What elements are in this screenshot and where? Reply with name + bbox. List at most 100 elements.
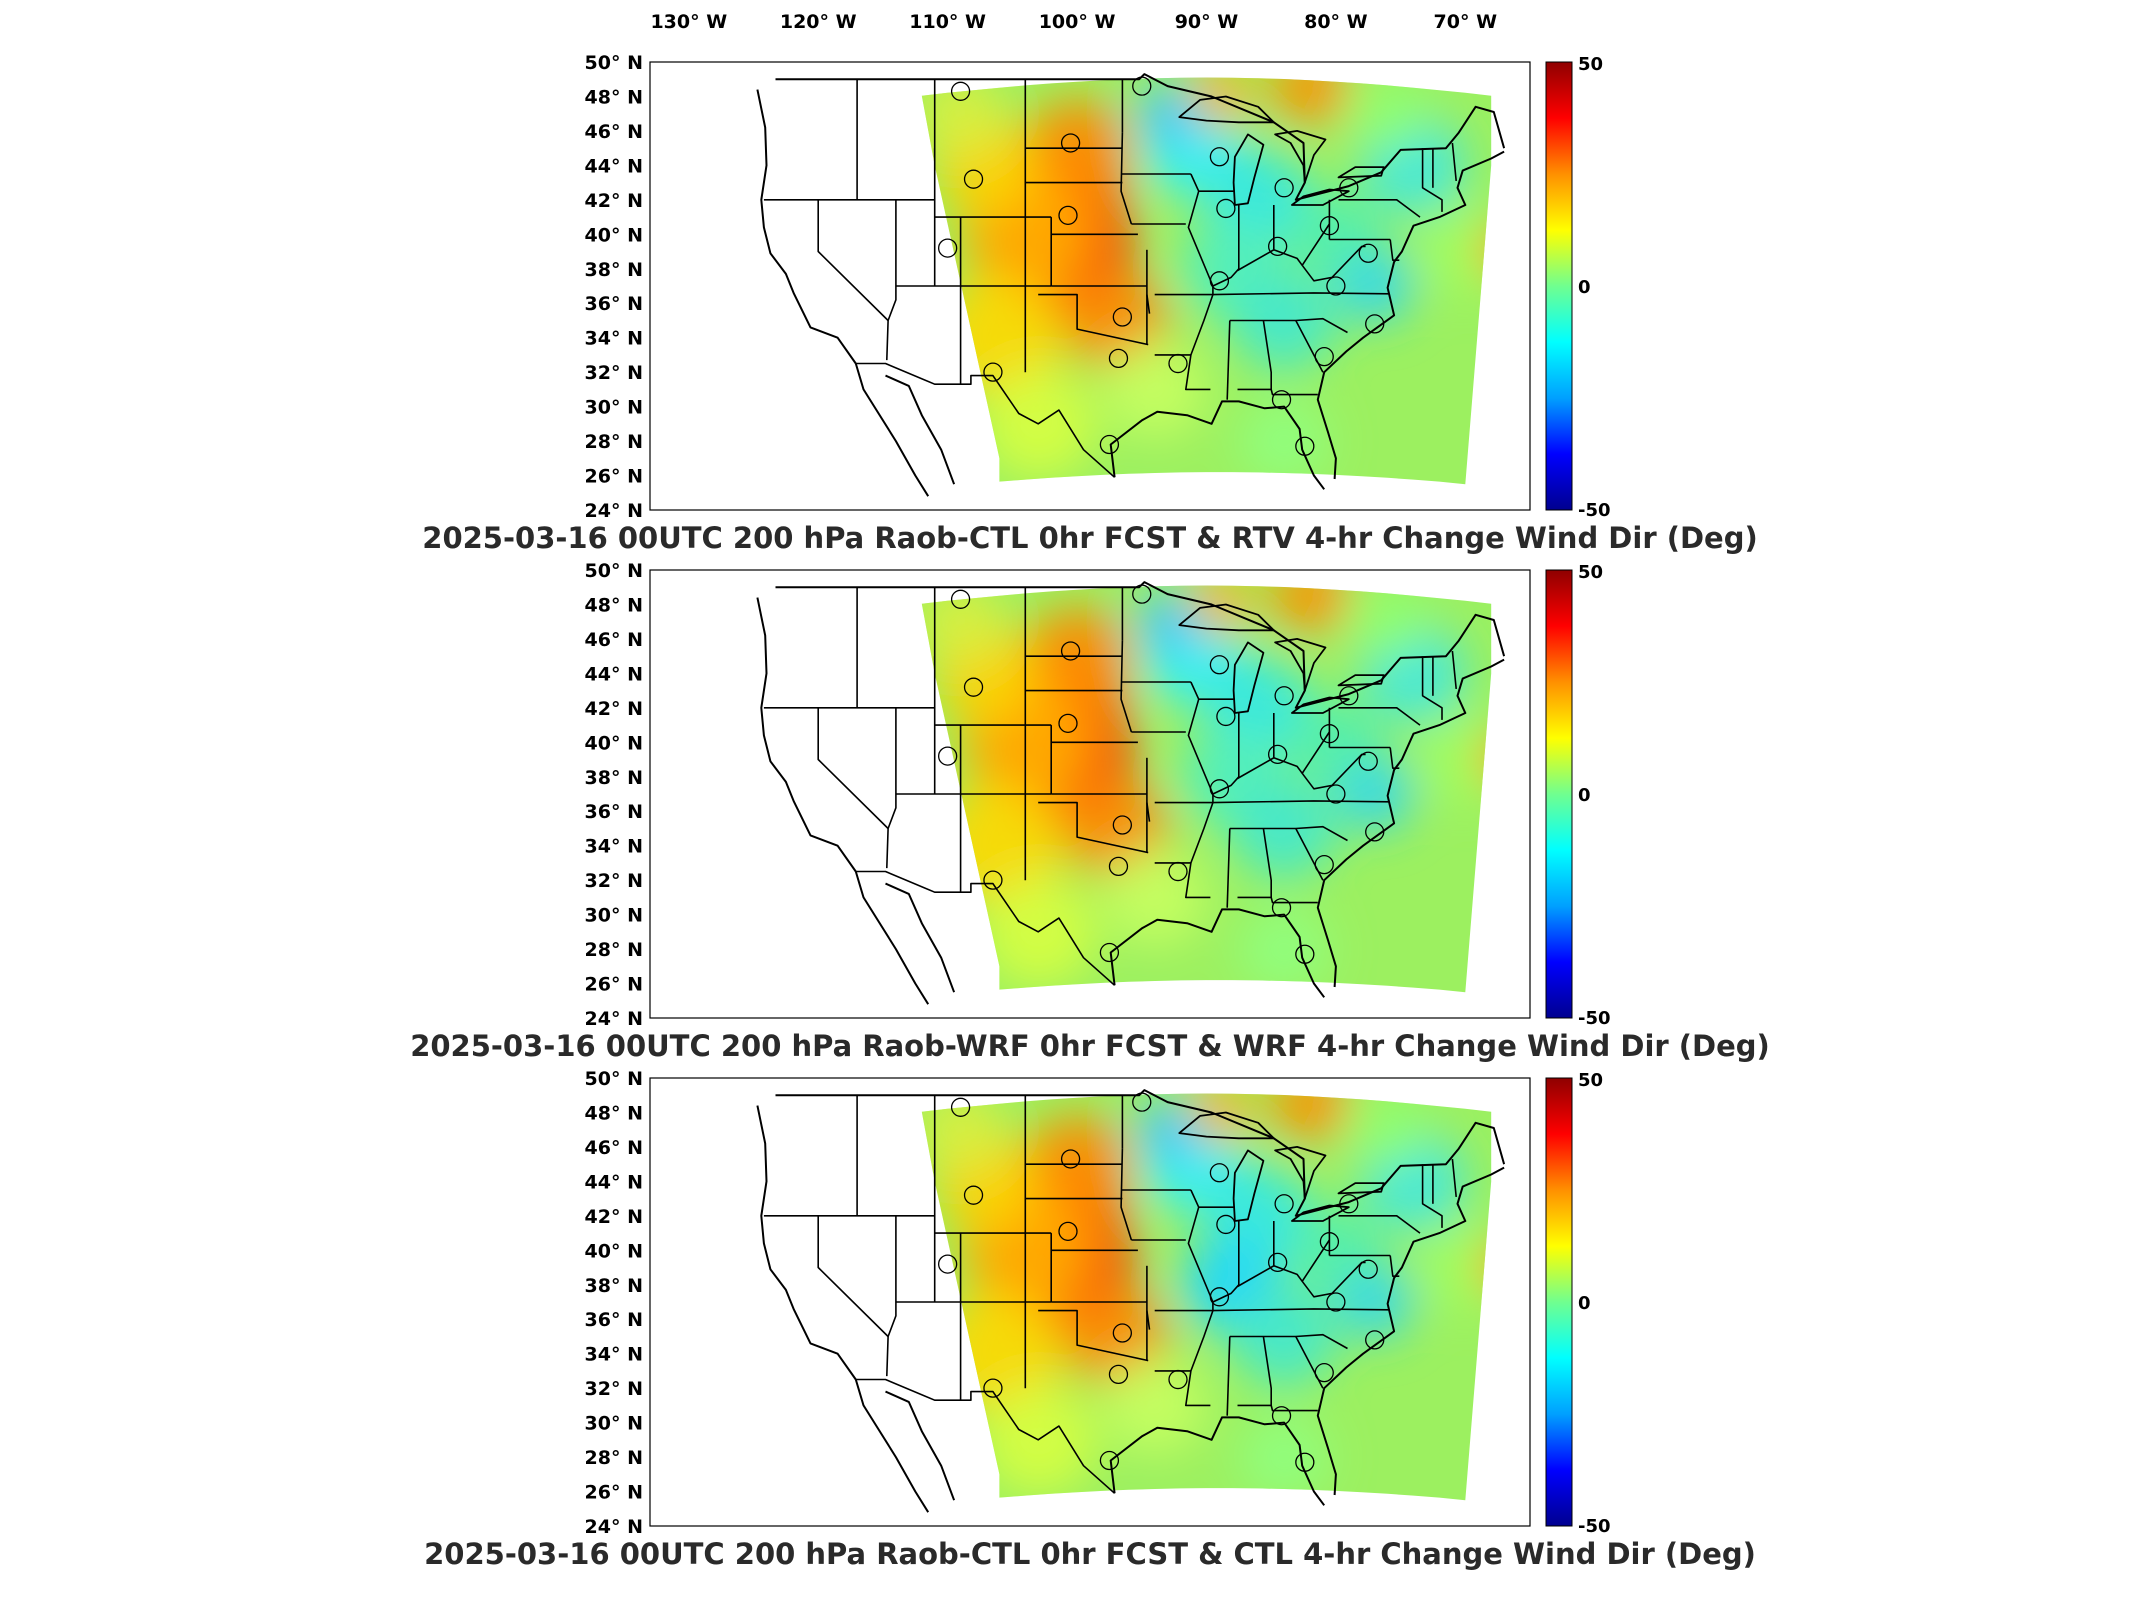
station-marker — [1295, 436, 1315, 456]
lat-tick-label: 44° N — [585, 1171, 643, 1193]
station-marker — [963, 1185, 984, 1205]
lat-tick-label: 32° N — [585, 870, 643, 892]
colorbar-max-label: 50 — [1578, 54, 1603, 75]
station-marker — [1209, 147, 1230, 167]
field-blob — [1335, 757, 1414, 831]
colorbar-mid-label: 0 — [1578, 785, 1591, 806]
station-marker — [1209, 1287, 1230, 1307]
lake-outline — [1274, 1146, 1327, 1200]
lake-outline — [1337, 1182, 1385, 1195]
state-border — [1451, 142, 1457, 181]
station-marker — [1365, 822, 1385, 842]
station-marker — [1274, 178, 1294, 198]
coastline — [1316, 658, 1505, 988]
station-marker — [1209, 271, 1230, 291]
lake-outline — [1178, 95, 1275, 124]
colorbar — [1545, 569, 1573, 1019]
station-marker — [1216, 706, 1236, 727]
lake-outline — [1337, 674, 1385, 687]
lat-tick-label: 32° N — [585, 362, 643, 384]
state-border — [1338, 199, 1421, 218]
station-marker — [950, 1097, 971, 1117]
station-marker — [937, 746, 958, 766]
station-marker — [1216, 1214, 1236, 1235]
state-border — [1146, 802, 1151, 822]
state-border — [1237, 249, 1275, 272]
state-border — [1226, 320, 1231, 400]
state-border — [1273, 249, 1303, 266]
station-marker — [1314, 346, 1334, 367]
field-blob — [1271, 1093, 1349, 1141]
state-border — [1226, 828, 1231, 908]
lat-tick-label: 28° N — [585, 431, 643, 453]
lon-tick-label: 70° W — [1434, 11, 1498, 33]
lat-tick-label: 44° N — [585, 663, 643, 685]
coastline — [854, 871, 930, 1005]
lake-outline — [1232, 1149, 1265, 1222]
coastline — [1109, 1416, 1326, 1506]
station-marker — [1216, 198, 1236, 219]
station-marker — [937, 238, 958, 258]
lat-tick-label: 32° N — [585, 1378, 643, 1400]
coastline — [1316, 1166, 1505, 1496]
state-border — [1120, 132, 1133, 225]
field-blob — [1135, 590, 1201, 653]
colorbar-min-label: -50 — [1578, 1516, 1611, 1537]
station-marker — [1108, 348, 1129, 369]
station-marker — [1058, 713, 1078, 734]
coastline — [885, 1390, 956, 1501]
state-border — [1421, 1164, 1443, 1228]
station-marker — [1319, 216, 1340, 236]
lat-tick-label: 30° N — [585, 905, 643, 927]
station-marker — [1339, 686, 1359, 706]
station-marker — [1168, 1369, 1188, 1390]
station-marker — [1319, 724, 1340, 744]
station-marker — [1267, 1252, 1288, 1273]
coastline — [1316, 150, 1505, 480]
state-border — [1212, 1221, 1240, 1303]
station-marker — [1099, 942, 1120, 963]
station-marker — [1168, 353, 1188, 374]
outlines — [756, 1089, 1506, 1513]
lake-outline — [1178, 1111, 1275, 1140]
colorbar — [1545, 1077, 1573, 1527]
field-blob — [1135, 1098, 1201, 1161]
field-blob — [1335, 249, 1414, 323]
station-marker — [1108, 1364, 1129, 1385]
stations — [937, 1092, 1385, 1472]
longitude-axis: 130° W 120° W 110° W 100° W 90° W 80° W 70° W — [650, 11, 1497, 33]
station-marker — [1267, 744, 1288, 765]
lat-tick-label: 40° N — [585, 224, 643, 246]
lat-tick-label: 40° N — [585, 1240, 643, 1262]
state-border — [1273, 1265, 1303, 1282]
outlines — [756, 581, 1506, 1005]
panel-title: 2025-03-16 00UTC 200 hPa Raob-WRF 0hr FC… — [410, 1029, 1770, 1063]
map-panel: 50° N 48° N 46° N 44° N 42° N 40° N 38° N 36° N… — [410, 560, 1770, 1063]
lat-tick-label: 34° N — [585, 1344, 643, 1366]
field-blob — [1238, 398, 1330, 485]
lat-tick-label: 24° N — [585, 1008, 643, 1030]
station-marker — [1060, 133, 1081, 153]
station-marker — [937, 1254, 958, 1274]
state-border — [1270, 389, 1318, 396]
state-border — [1273, 757, 1303, 774]
state-border — [1237, 757, 1275, 780]
field-blob — [1348, 77, 1427, 151]
lat-tick-label: 44° N — [585, 155, 643, 177]
station-marker — [1295, 944, 1315, 964]
field-blob — [1335, 1265, 1414, 1339]
station-marker — [1132, 1092, 1152, 1112]
station-marker — [1274, 1194, 1294, 1214]
coastline — [854, 1379, 930, 1513]
state-border — [1338, 1215, 1421, 1234]
lon-tick-label: 110° W — [909, 11, 986, 33]
station-marker — [1267, 236, 1288, 257]
state-border — [1451, 1158, 1457, 1197]
coastline — [775, 581, 1506, 709]
state-border — [1146, 1310, 1151, 1330]
state-border — [1237, 320, 1272, 391]
station-marker — [1058, 205, 1078, 226]
field-blob — [1348, 1093, 1427, 1167]
colorbar-min-label: -50 — [1578, 1008, 1611, 1029]
